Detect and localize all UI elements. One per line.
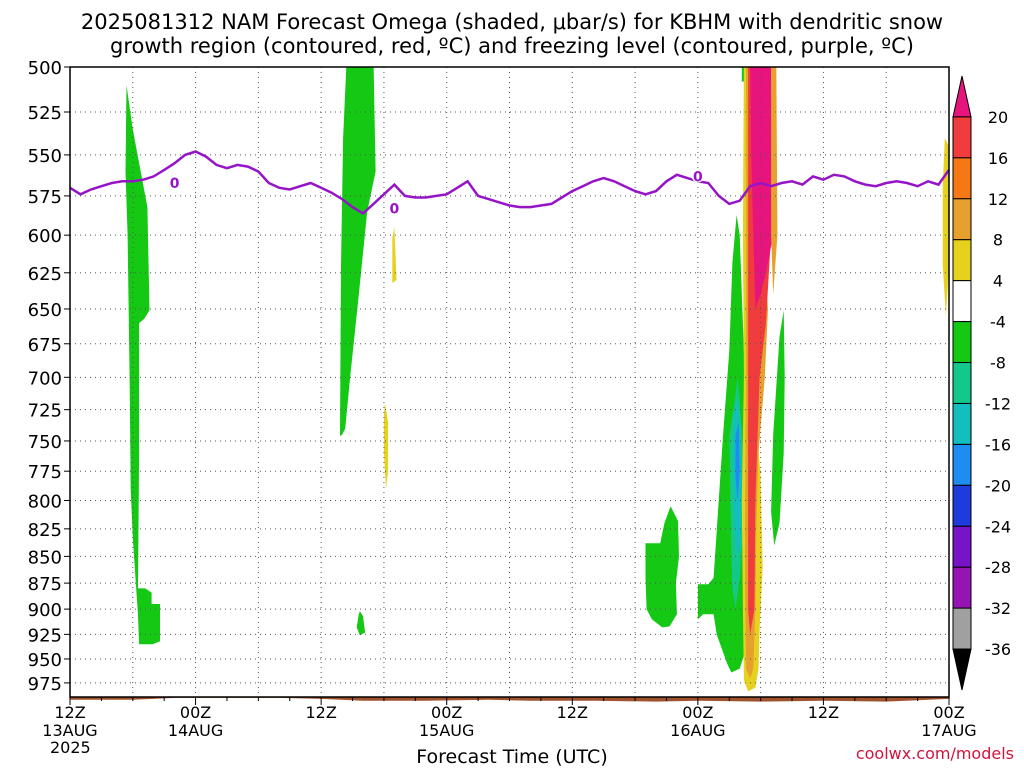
omega-region-1: [340, 67, 376, 436]
colorbar-label-2: 12: [988, 190, 1008, 209]
omega-region-5: [645, 506, 679, 628]
colorbar-swatch-7: [952, 362, 972, 404]
y-tick-label-800: 800: [28, 491, 62, 512]
colorbar-swatch-2: [952, 157, 972, 200]
x-tick-date-60: 16AUG: [670, 721, 725, 740]
colorbar-swatch-12: [952, 566, 972, 609]
omega-shading: [125, 67, 949, 692]
omega-region-15: [771, 67, 778, 295]
colorbar-label-12: -32: [985, 599, 1011, 618]
colorbar: 20 16 12 8 4 -4 -8 -12 -16 -20 -24 -28 -32 -36: [952, 75, 1011, 691]
colorbar-label-7: -12: [985, 394, 1011, 413]
freezing-label-2: 0: [693, 169, 703, 185]
freezing-level-line: [69, 150, 951, 215]
colorbar-label-6: -8: [990, 354, 1006, 373]
credit-text: coolwx.com/models: [855, 744, 1014, 763]
colorbar-label-3: 8: [993, 231, 1003, 250]
x-tick-date-12: 14AUG: [168, 721, 223, 740]
colorbar-label-10: -24: [985, 517, 1011, 536]
y-axis: 500 525 550 575 600 625 650 675 700 725 750 775 800 8…: [28, 58, 70, 695]
x-tick-label-24: 12Z: [305, 703, 336, 722]
colorbar-label-9: -20: [985, 476, 1011, 495]
colorbar-swatch-13: [952, 607, 972, 650]
y-tick-label-575: 575: [28, 187, 62, 208]
colorbar-swatch-6: [952, 321, 972, 364]
x-tick-date-0: 13AUG: [42, 721, 97, 740]
colorbar-swatch-11: [952, 525, 972, 568]
y-tick-label-675: 675: [28, 335, 62, 356]
x-tick-label-60: 00Z: [682, 703, 713, 722]
freezing-label-1: 0: [390, 202, 400, 218]
x-tick-label-72: 12Z: [808, 703, 839, 722]
x-tick-date-84: 17AUG: [921, 721, 976, 740]
omega-region-10: [771, 310, 785, 546]
x-tick-date-36: 15AUG: [419, 721, 474, 740]
y-tick-label-975: 975: [28, 674, 62, 695]
freezing-level: 0 0 0: [69, 150, 951, 218]
colorbar-label-5: -4: [990, 313, 1006, 332]
y-tick-label-775: 775: [28, 462, 62, 483]
omega-region-16: [942, 138, 949, 316]
colorbar-cap-bottom: [952, 648, 972, 691]
colorbar-swatch-8: [952, 402, 972, 445]
y-tick-label-875: 875: [28, 574, 62, 595]
y-tick-label-925: 925: [28, 625, 62, 646]
colorbar-cap-top: [952, 75, 972, 118]
freezing-label-bg-1: [388, 202, 401, 215]
colorbar-label-1: 16: [988, 149, 1008, 168]
y-tick-label-950: 950: [28, 650, 62, 671]
year-label: 2025: [50, 738, 91, 757]
y-tick-label-725: 725: [28, 401, 62, 422]
y-tick-label-600: 600: [28, 226, 62, 247]
x-tick-label-0: 12Z: [54, 703, 85, 722]
freezing-label-bg-2: [691, 170, 704, 183]
colorbar-label-13: -36: [985, 640, 1011, 659]
y-tick-label-500: 500: [28, 58, 62, 79]
y-tick-label-900: 900: [28, 600, 62, 621]
omega-region-3: [392, 227, 397, 284]
colorbar-label-0: 20: [988, 108, 1008, 127]
colorbar-label-4: 4: [993, 272, 1003, 291]
chart-title-line-1: 2025081312 NAM Forecast Omega (shaded, μ…: [80, 10, 944, 34]
y-tick-label-650: 650: [28, 300, 62, 321]
colorbar-swatch-4: [952, 239, 972, 282]
freezing-label-bg-0: [168, 176, 181, 189]
y-tick-label-550: 550: [28, 146, 62, 167]
colorbar-label-8: -16: [985, 435, 1011, 454]
y-tick-label-700: 700: [28, 368, 62, 389]
y-tick-label-625: 625: [28, 264, 62, 285]
y-tick-label-750: 750: [28, 432, 62, 453]
colorbar-swatch-10: [952, 484, 972, 527]
freezing-label-0: 0: [170, 176, 180, 192]
chart-title-line-2: growth region (contoured, red, ºC) and f…: [110, 34, 914, 58]
x-tick-label-36: 00Z: [431, 703, 462, 722]
x-tick-label-48: 12Z: [557, 703, 588, 722]
omega-region-9: [735, 422, 740, 501]
y-tick-label-525: 525: [28, 103, 62, 124]
colorbar-swatch-3: [952, 198, 972, 241]
x-tick-label-84: 00Z: [933, 703, 964, 722]
colorbar-label-11: -28: [985, 558, 1011, 577]
x-axis-label: Forecast Time (UTC): [416, 746, 608, 768]
colorbar-swatch-9: [952, 443, 972, 486]
x-tick-label-12: 00Z: [180, 703, 211, 722]
omega-region-0: [125, 85, 160, 645]
omega-region-17: [741, 67, 744, 82]
omega-region-4: [383, 403, 389, 489]
colorbar-swatch-5: [952, 280, 972, 323]
colorbar-swatch-1: [952, 116, 972, 159]
y-tick-label-850: 850: [28, 547, 62, 568]
y-tick-label-825: 825: [28, 520, 62, 541]
omega-region-2: [356, 611, 366, 636]
omega-region-14: [750, 67, 774, 309]
